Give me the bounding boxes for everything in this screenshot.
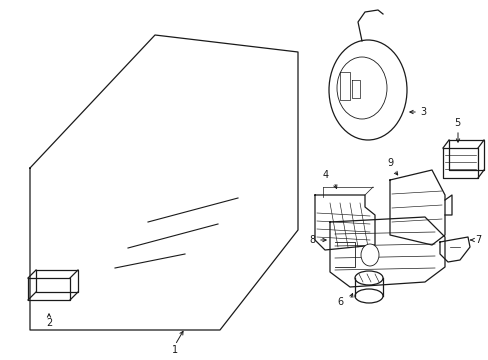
Text: 9: 9: [386, 158, 392, 168]
Text: 3: 3: [419, 107, 425, 117]
Text: 5: 5: [453, 118, 459, 128]
Ellipse shape: [328, 40, 406, 140]
Text: 4: 4: [322, 170, 328, 180]
Text: 1: 1: [172, 345, 178, 355]
Ellipse shape: [354, 271, 382, 285]
Text: 7: 7: [474, 235, 480, 245]
Ellipse shape: [360, 244, 378, 266]
Text: 2: 2: [46, 318, 52, 328]
Ellipse shape: [336, 57, 386, 119]
Text: 6: 6: [337, 297, 343, 307]
Text: 8: 8: [309, 235, 315, 245]
Ellipse shape: [354, 289, 382, 303]
